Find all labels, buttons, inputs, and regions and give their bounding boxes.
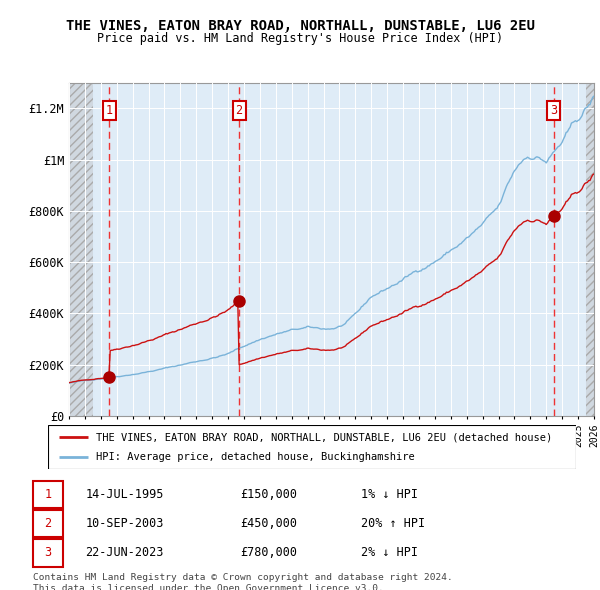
Text: THE VINES, EATON BRAY ROAD, NORTHALL, DUNSTABLE, LU6 2EU (detached house): THE VINES, EATON BRAY ROAD, NORTHALL, DU… (95, 432, 552, 442)
Text: 3: 3 (550, 104, 557, 117)
Text: 2: 2 (44, 517, 52, 530)
Bar (33, 539, 63, 566)
Text: £150,000: £150,000 (240, 488, 297, 501)
Text: 1: 1 (44, 488, 52, 501)
Bar (33, 510, 63, 537)
Text: 2: 2 (236, 104, 242, 117)
Text: THE VINES, EATON BRAY ROAD, NORTHALL, DUNSTABLE, LU6 2EU: THE VINES, EATON BRAY ROAD, NORTHALL, DU… (65, 19, 535, 33)
Bar (93, 83, 586, 416)
Bar (69, 83, 93, 416)
Text: Price paid vs. HM Land Registry's House Price Index (HPI): Price paid vs. HM Land Registry's House … (97, 32, 503, 45)
Text: 1% ↓ HPI: 1% ↓ HPI (361, 488, 418, 501)
Text: 22-JUN-2023: 22-JUN-2023 (85, 546, 164, 559)
Bar (33, 481, 63, 508)
Text: £780,000: £780,000 (240, 546, 297, 559)
Text: Contains HM Land Registry data © Crown copyright and database right 2024.
This d: Contains HM Land Registry data © Crown c… (33, 573, 453, 590)
Text: 10-SEP-2003: 10-SEP-2003 (85, 517, 164, 530)
Text: 3: 3 (44, 546, 52, 559)
Text: 20% ↑ HPI: 20% ↑ HPI (361, 517, 425, 530)
Text: £450,000: £450,000 (240, 517, 297, 530)
Text: HPI: Average price, detached house, Buckinghamshire: HPI: Average price, detached house, Buck… (95, 452, 414, 462)
Text: 1: 1 (106, 104, 113, 117)
Text: 14-JUL-1995: 14-JUL-1995 (85, 488, 164, 501)
Text: 2% ↓ HPI: 2% ↓ HPI (361, 546, 418, 559)
Bar (586, 83, 594, 416)
